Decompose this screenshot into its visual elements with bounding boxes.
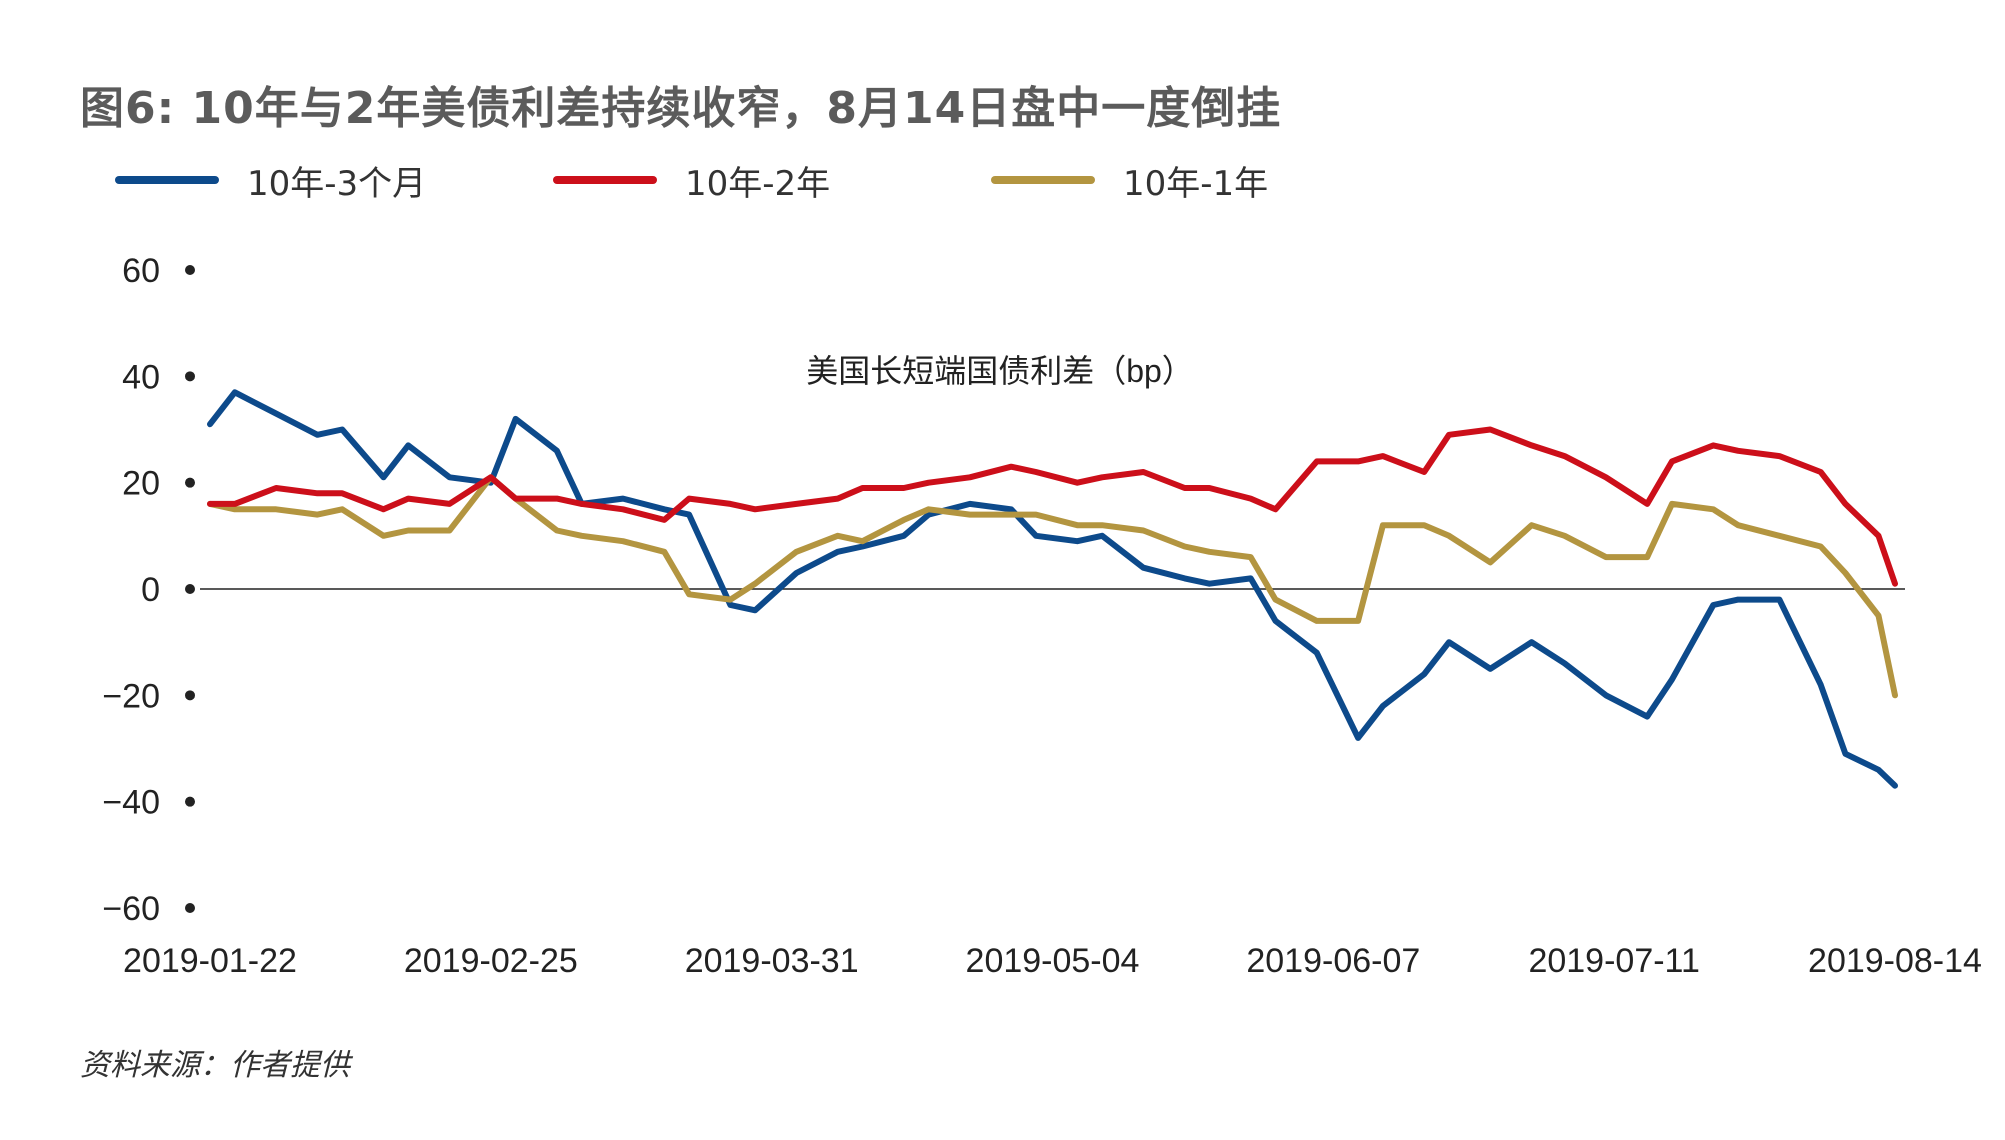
- legend-label-10y-3m: 10年-3个月: [247, 163, 427, 204]
- legend: 10年-3个月 10年-2年 10年-1年: [115, 160, 1515, 204]
- y-tick-mark: [185, 584, 195, 594]
- series-line-10y-3m: [207, 389, 1898, 789]
- y-tick-mark: [185, 903, 195, 913]
- x-tick-label: 2019-06-07: [1246, 942, 1420, 980]
- y-tick-label: −20: [102, 677, 160, 715]
- legend-item-10y-3m: 10年-3个月: [115, 160, 426, 204]
- legend-swatch-10y-3m: [115, 176, 219, 184]
- x-tick-label: 2019-02-25: [404, 942, 578, 980]
- series-line-10y-1y: [207, 474, 1898, 699]
- chart-subtitle: 美国长短端国债利差（bp）: [806, 353, 1194, 389]
- legend-swatch-10y-2y: [553, 176, 657, 184]
- y-tick-label: 40: [122, 358, 160, 396]
- x-tick-label: 2019-05-04: [966, 942, 1140, 980]
- legend-label-10y-1y: 10年-1年: [1123, 163, 1269, 204]
- y-tick-mark: [185, 796, 195, 807]
- series-line-10y-2y: [207, 426, 1898, 587]
- y-tick-label: −40: [102, 784, 160, 822]
- y-tick-label: 0: [141, 571, 160, 609]
- y-tick-mark: [185, 477, 195, 488]
- y-tick-mark: [185, 265, 195, 275]
- legend-item-10y-1y: 10年-1年: [991, 160, 1268, 204]
- y-axis: 60 40 20 0 −20 −40 −60: [102, 252, 195, 928]
- y-tick-label: −60: [102, 890, 160, 928]
- source-note: 资料来源：作者提供: [80, 1048, 350, 1083]
- x-tick-label: 2019-08-14: [1808, 942, 1982, 980]
- chart-title: 图6: 10年与2年美债利差持续收窄，8月14日盘中一度倒挂: [80, 83, 1282, 134]
- legend-label-10y-2y: 10年-2年: [685, 163, 831, 204]
- x-tick-label: 2019-03-31: [685, 942, 859, 980]
- series-layer: [207, 389, 1898, 789]
- x-tick-label: 2019-07-11: [1528, 942, 1699, 980]
- legend-swatch-10y-1y: [991, 176, 1095, 184]
- y-tick-label: 20: [122, 465, 160, 503]
- y-tick-label: 60: [122, 252, 160, 290]
- y-tick-mark: [185, 690, 195, 701]
- y-tick-mark: [185, 371, 195, 382]
- x-axis: 2019-01-22 2019-02-25 2019-03-31 2019-05-04…: [123, 942, 1982, 980]
- legend-item-10y-2y: 10年-2年: [553, 160, 830, 204]
- x-tick-label: 2019-01-22: [123, 942, 297, 980]
